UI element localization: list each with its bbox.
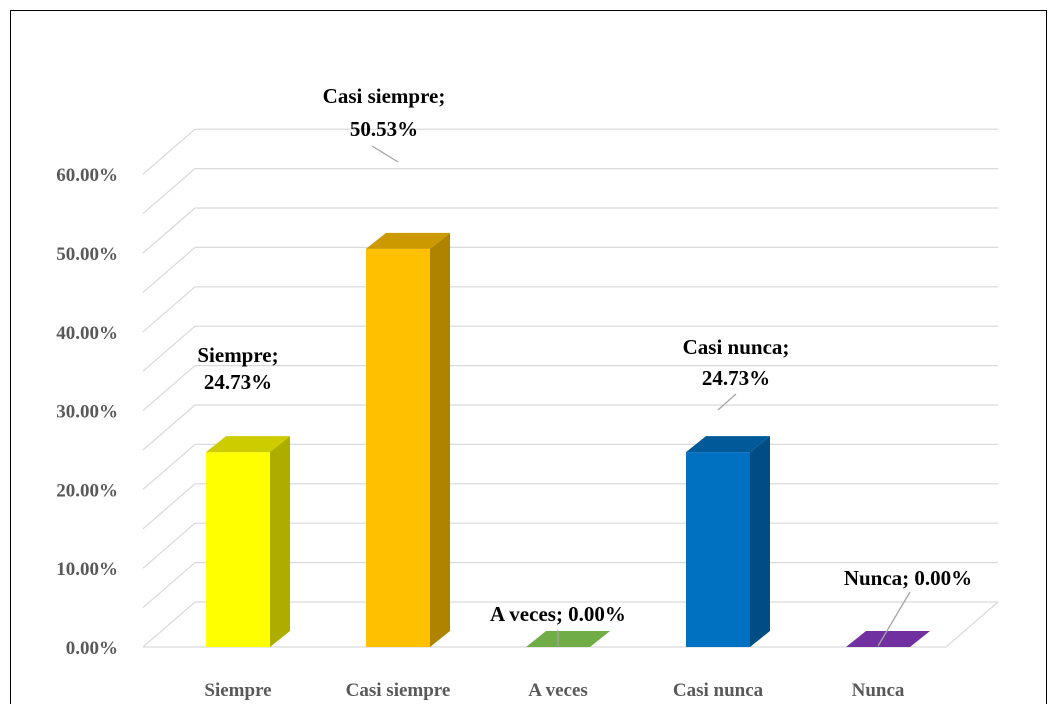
- data-label: Casi siempre;: [323, 84, 446, 108]
- y-tick-label: 10.00%: [56, 559, 118, 580]
- side-gridline: [142, 601, 196, 648]
- data-label-leader: [877, 591, 911, 647]
- side-gridline: [142, 168, 196, 215]
- side-gridline: [142, 522, 196, 569]
- side-gridline: [142, 207, 196, 254]
- data-label: 24.73%: [204, 370, 272, 394]
- y-tick-label: 40.00%: [56, 323, 118, 344]
- side-gridline: [142, 365, 196, 412]
- side-gridline: [142, 483, 196, 530]
- bar-zero: [846, 631, 930, 647]
- data-label: 24.73%: [702, 366, 770, 390]
- bar-top: [206, 436, 290, 453]
- side-gridline: [142, 128, 196, 175]
- bar-zero: [526, 631, 610, 647]
- bar-side: [750, 436, 770, 647]
- bar-side: [430, 232, 450, 647]
- data-label: Siempre;: [197, 343, 278, 367]
- bar-front: [366, 248, 430, 647]
- data-label-leader: [717, 393, 737, 411]
- data-label: Casi nunca;: [683, 335, 790, 359]
- y-tick-label: 50.00%: [56, 244, 118, 265]
- side-gridline: [142, 404, 196, 451]
- y-tick-label: 30.00%: [56, 402, 118, 423]
- side-gridline: [142, 562, 196, 609]
- x-tick-label: Casi nunca: [673, 680, 764, 701]
- chart-frame: [10, 10, 1047, 704]
- x-tick-label: Casi siempre: [346, 680, 451, 701]
- y-tick-label: 0.00%: [66, 638, 118, 659]
- x-tick-label: Siempre: [204, 680, 271, 701]
- bar-side: [270, 436, 290, 647]
- side-gridline: [142, 325, 196, 372]
- floor-right-edge: [945, 601, 999, 648]
- x-tick-label: Nunca: [852, 680, 905, 701]
- y-tick-label: 20.00%: [56, 480, 118, 501]
- data-label-leader: [371, 145, 399, 163]
- side-gridline: [142, 286, 196, 333]
- x-tick-label: A veces: [528, 680, 588, 701]
- side-gridline: [142, 246, 196, 293]
- y-tick-label: 60.00%: [56, 165, 118, 186]
- data-label: Nunca; 0.00%: [844, 566, 972, 590]
- bar-top: [686, 436, 770, 453]
- side-gridline: [142, 443, 196, 490]
- bar-front: [686, 452, 750, 647]
- bar-front: [206, 452, 270, 647]
- data-label: 50.53%: [350, 117, 418, 141]
- data-label: A veces; 0.00%: [490, 602, 626, 626]
- bar-top: [366, 232, 450, 249]
